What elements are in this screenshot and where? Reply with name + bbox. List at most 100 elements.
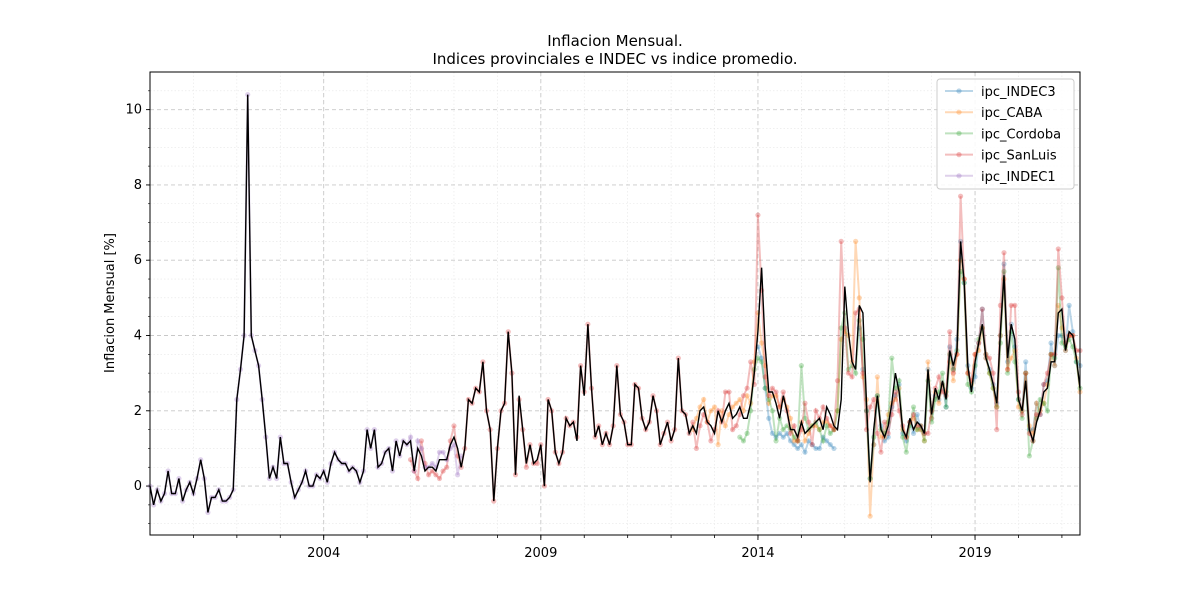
data-point-ipc_SanLuis	[780, 389, 786, 395]
data-point-ipc_INDEC3	[1070, 329, 1076, 335]
data-point-ipc_INDEC1	[418, 445, 425, 452]
data-point-ipc_SanLuis	[925, 430, 931, 436]
data-point-ipc_INDEC3	[784, 430, 790, 436]
data-point-ipc_CABA	[867, 513, 873, 519]
data-point-ipc_INDEC3	[766, 415, 772, 421]
data-point-ipc_CABA	[1005, 366, 1011, 372]
data-point-ipc_CABA	[827, 423, 833, 429]
data-point-ipc_Cordoba	[737, 434, 743, 440]
y-tick-label: 10	[125, 103, 142, 118]
legend-label-ipc_CABA: ipc_CABA	[981, 106, 1042, 121]
data-point-ipc_CABA	[737, 396, 743, 403]
data-point-ipc_Cordoba	[798, 363, 804, 369]
data-point-ipc_INDEC1	[454, 472, 461, 478]
data-point-ipc_Cordoba	[827, 430, 833, 436]
data-point-ipc_SanLuis	[787, 430, 794, 436]
data-point-ipc_INDEC3	[780, 434, 786, 440]
data-point-ipc_CABA	[874, 374, 880, 380]
data-point-ipc_SanLuis	[693, 445, 700, 452]
data-point-ipc_INDEC3	[820, 434, 826, 440]
data-point-ipc_SanLuis	[744, 385, 750, 391]
data-point-ipc_CABA	[910, 415, 917, 421]
y-tick-label: 8	[134, 178, 142, 193]
data-point-ipc_Cordoba	[965, 381, 971, 388]
data-point-ipc_SanLuis	[451, 423, 457, 429]
chart-title-line2: Indices provinciales e INDEC vs indice p…	[432, 50, 797, 68]
data-point-ipc_CABA	[697, 404, 703, 410]
data-point-ipc_SanLuis	[874, 430, 880, 436]
data-point-ipc_Cordoba	[929, 419, 935, 425]
data-point-ipc_INDEC3	[929, 415, 935, 421]
data-point-ipc_INDEC3	[892, 393, 899, 399]
data-point-ipc_INDEC1	[429, 460, 435, 467]
data-point-ipc_Cordoba	[853, 370, 859, 376]
data-point-ipc_Cordoba	[758, 359, 765, 365]
data-point-ipc_CABA	[936, 400, 942, 406]
data-point-ipc_SanLuis	[766, 393, 772, 399]
legend-box	[936, 78, 1075, 190]
data-point-ipc_CABA	[719, 408, 725, 414]
data-point-ipc_SanLuis	[1023, 370, 1029, 376]
data-point-ipc_INDEC3	[1048, 340, 1054, 346]
legend-marker-ipc_CABA	[956, 109, 962, 115]
data-point-ipc_SanLuis	[795, 438, 801, 444]
data-point-ipc_Cordoba	[910, 404, 917, 410]
data-point-ipc_SanLuis	[418, 438, 425, 444]
data-point-ipc_Cordoba	[755, 355, 761, 361]
chart-title-line1: Inflacion Mensual.	[547, 32, 683, 50]
data-point-ipc_SanLuis	[440, 468, 446, 474]
data-point-ipc_CABA	[1023, 370, 1029, 376]
data-point-ipc_SanLuis	[813, 408, 819, 414]
data-point-ipc_INDEC3	[802, 449, 808, 455]
data-point-ipc_Cordoba	[766, 396, 772, 403]
x-tick-label: 2014	[741, 546, 774, 561]
legend-marker-ipc_INDEC1	[956, 173, 962, 179]
data-point-ipc_SanLuis	[1012, 302, 1018, 308]
data-point-ipc_CABA	[925, 359, 931, 365]
series-line-ipc_INDEC3	[756, 346, 835, 455]
data-point-ipc_Cordoba	[903, 449, 909, 455]
data-point-ipc_INDEC3	[1052, 363, 1058, 369]
data-point-ipc_SanLuis	[867, 404, 873, 410]
data-point-ipc_CABA	[856, 295, 862, 301]
data-point-ipc_CABA	[791, 438, 797, 444]
data-point-ipc_SanLuis	[838, 238, 844, 244]
y-axis-label: Inflacion Mensual [%]	[103, 233, 118, 373]
data-point-ipc_CABA	[805, 430, 812, 436]
data-point-ipc_Cordoba	[820, 438, 826, 444]
data-point-ipc_INDEC3	[914, 411, 920, 418]
data-point-ipc_SanLuis	[834, 378, 841, 384]
y-tick-label: 0	[134, 479, 142, 494]
data-point-ipc_INDEC3	[809, 442, 815, 448]
data-point-ipc_INDEC1	[415, 438, 421, 444]
data-point-ipc_SanLuis	[762, 374, 768, 380]
data-point-ipc_Cordoba	[773, 438, 779, 444]
data-point-ipc_Cordoba	[914, 427, 920, 433]
data-point-ipc_Cordoba	[845, 366, 852, 372]
data-point-ipc_SanLuis	[1041, 381, 1047, 388]
data-point-ipc_Cordoba	[1001, 268, 1007, 275]
data-point-ipc_INDEC3	[791, 442, 797, 448]
data-point-ipc_Cordoba	[1055, 265, 1061, 271]
data-point-ipc_Cordoba	[791, 434, 797, 440]
data-point-ipc_INDEC3	[1033, 400, 1040, 406]
legend-label-ipc_SanLuis: ipc_SanLuis	[981, 149, 1057, 164]
data-point-ipc_Cordoba	[1019, 415, 1025, 421]
y-tick-label: 6	[134, 253, 142, 268]
data-point-ipc_CABA	[816, 427, 823, 433]
data-point-ipc_Cordoba	[889, 355, 895, 361]
data-point-ipc_SanLuis	[534, 460, 540, 467]
data-point-ipc_SanLuis	[748, 359, 754, 365]
x-tick-label: 2009	[524, 546, 557, 561]
data-point-ipc_SanLuis	[426, 472, 432, 478]
data-point-ipc_SanLuis	[726, 389, 732, 395]
data-point-ipc_SanLuis	[827, 423, 833, 429]
data-point-ipc_CABA	[1033, 400, 1040, 406]
data-point-ipc_SanLuis	[805, 419, 812, 425]
data-point-ipc_Cordoba	[784, 423, 790, 429]
data-point-ipc_SanLuis	[809, 442, 815, 448]
data-point-ipc_INDEC3	[885, 434, 891, 440]
data-point-ipc_Cordoba	[831, 427, 837, 433]
data-point-ipc_INDEC3	[910, 430, 917, 436]
